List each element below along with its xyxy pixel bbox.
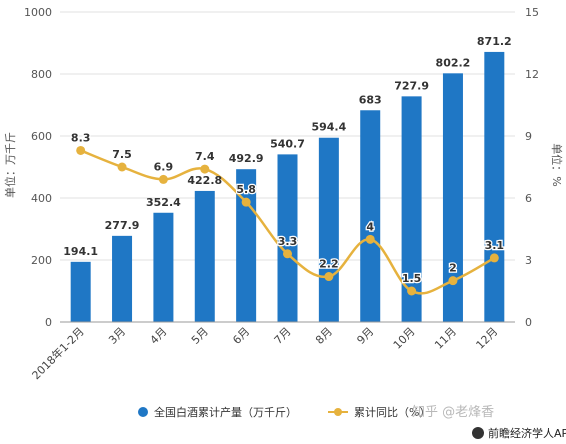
bar-value-label: 540.7 <box>270 137 305 150</box>
bar <box>318 137 339 322</box>
line-point <box>407 286 417 296</box>
y-right-tick-label: 12 <box>525 68 539 81</box>
y-right-tick-label: 3 <box>525 254 532 267</box>
line-point <box>200 164 210 174</box>
line-value-label: 7.4 <box>195 150 215 163</box>
y-axis-left-title: 单位：万千斤 <box>3 132 17 198</box>
line-value-label: 8.3 <box>71 131 91 144</box>
line-point <box>158 174 168 184</box>
line-point <box>324 272 334 282</box>
x-tick-label: 8月 <box>313 325 335 347</box>
line-value-label: 3.3 <box>278 235 298 248</box>
y-axis-right-title: 单位：% <box>550 143 564 186</box>
x-tick-label: 10月 <box>391 325 418 352</box>
x-tick-label: 2018年1-2月 <box>29 324 87 382</box>
bar <box>70 261 91 322</box>
legend-bar-marker <box>138 407 148 417</box>
data-labels: 194.1 277.9 352.4 422.8 492.9 540.7 594.4 683 72… <box>63 35 512 286</box>
line-point <box>448 276 458 286</box>
legend-line-marker <box>334 408 342 416</box>
legend-bar-label: 全国白酒累计产量（万千斤） <box>154 405 297 419</box>
x-tick-label: 5月 <box>189 325 211 347</box>
watermark-zhihu: 知乎 @老烽香 <box>412 404 494 420</box>
bar-value-label: 194.1 <box>63 245 98 258</box>
x-tick-label: 4月 <box>148 325 170 347</box>
line-value-label: 4 <box>366 220 374 233</box>
x-tick-label: 6月 <box>230 325 252 347</box>
legend: 全国白酒累计产量（万千斤） 累计同比（%） <box>138 405 430 419</box>
line-value-label: 2 <box>449 262 457 275</box>
line-value-label: 7.5 <box>112 148 132 161</box>
line-value-label: 3.1 <box>485 239 505 252</box>
y-left-tick-label: 800 <box>31 68 52 81</box>
y-left-tick-label: 1000 <box>24 6 52 19</box>
bar <box>277 154 298 322</box>
bar <box>360 110 381 323</box>
line-point <box>283 249 292 259</box>
bar-series <box>70 51 505 323</box>
bar-value-label: 802.2 <box>436 56 471 69</box>
watermark-qianzhan-text: 前瞻经济学人APP <box>488 426 566 440</box>
watermark-qianzhan: 前瞻经济学人APP <box>472 426 566 440</box>
line-value-label: 5.8 <box>236 183 256 196</box>
y-right-tick-label: 15 <box>525 6 539 19</box>
x-tick-label: 7月 <box>272 325 294 347</box>
line-value-label: 1.5 <box>402 272 422 285</box>
line-value-label: 6.9 <box>154 160 174 173</box>
y-left-tick-label: 400 <box>31 192 52 205</box>
bar-value-label: 277.9 <box>105 219 140 232</box>
bar <box>112 235 133 322</box>
y-left-tick-label: 0 <box>45 316 52 329</box>
line-point <box>241 197 251 207</box>
y-right-tick-label: 0 <box>525 316 532 329</box>
legend-line-label: 累计同比（%） <box>354 406 430 419</box>
y-right-tick-label: 9 <box>525 130 532 143</box>
bar-value-label: 683 <box>359 93 382 106</box>
bar-value-label: 492.9 <box>229 152 264 165</box>
qianzhan-logo-icon <box>472 427 484 439</box>
line-series <box>76 145 499 296</box>
bar-value-label: 871.2 <box>477 35 512 48</box>
line-value-label: 2.2 <box>319 258 339 271</box>
bar <box>484 51 505 322</box>
x-tick-label: 12月 <box>474 325 501 352</box>
line-point <box>489 253 499 263</box>
bar <box>442 73 463 323</box>
bar <box>401 96 422 322</box>
x-tick-label: 9月 <box>354 325 376 347</box>
bar-value-label: 352.4 <box>146 196 181 209</box>
line-point <box>365 234 375 244</box>
line-point <box>117 162 127 172</box>
line-point <box>76 145 86 155</box>
bar <box>153 212 174 322</box>
bar-value-label: 422.8 <box>187 174 222 187</box>
x-tick-label: 3月 <box>106 325 128 347</box>
bar <box>194 190 215 322</box>
x-tick-label: 11月 <box>432 325 459 352</box>
y-left-tick-label: 600 <box>31 130 52 143</box>
y-left-tick-label: 200 <box>31 254 52 267</box>
bar-value-label: 727.9 <box>394 79 429 92</box>
bar-value-label: 594.4 <box>311 121 346 134</box>
y-right-tick-label: 6 <box>525 192 532 205</box>
